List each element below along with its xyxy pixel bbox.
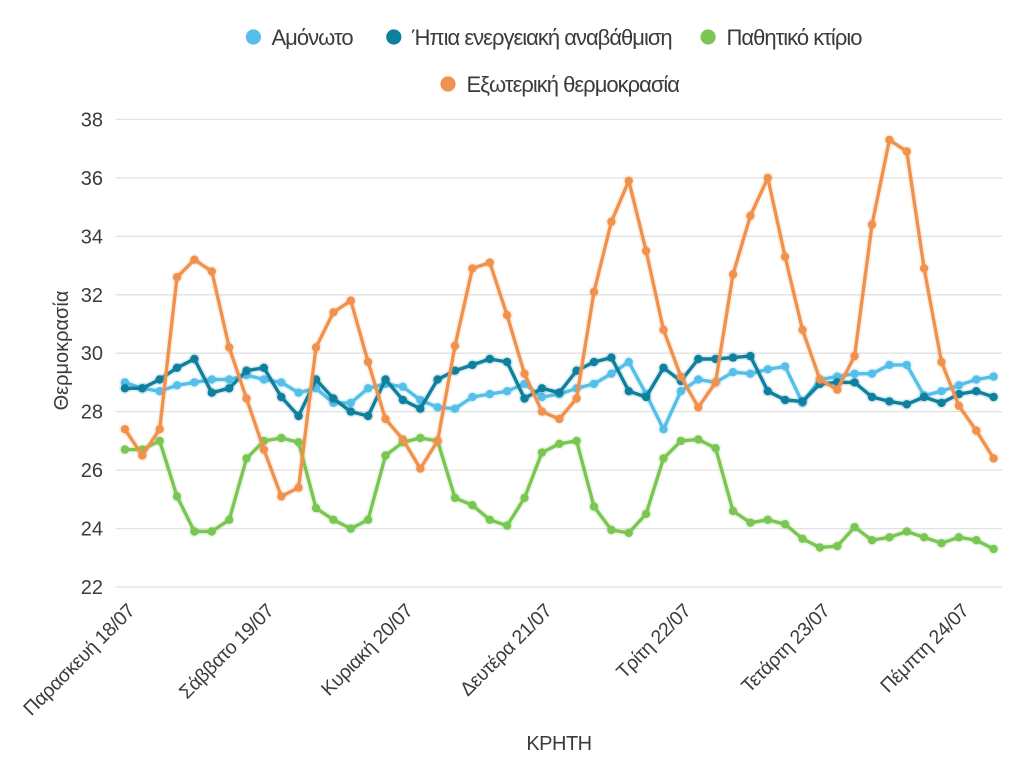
svg-text:Πέμπτη 24/07: Πέμπτη 24/07 [876,600,973,697]
svg-text:26: 26 [81,460,103,482]
svg-text:30: 30 [81,343,103,365]
svg-text:22: 22 [81,577,103,599]
svg-text:Ήπια ενεργειακή αναβάθμιση: Ήπια ενεργειακή αναβάθμιση [411,25,672,50]
svg-text:Κυριακή 20/07: Κυριακή 20/07 [317,600,417,700]
svg-text:Δευτέρα 21/07: Δευτέρα 21/07 [456,600,557,701]
svg-text:ΚΡΗΤΗ: ΚΡΗΤΗ [526,733,591,755]
svg-text:Σάββατο 19/07: Σάββατο 19/07 [175,600,278,703]
svg-text:38: 38 [81,109,103,131]
svg-text:24: 24 [81,519,103,541]
svg-text:Θερμοκρασία: Θερμοκρασία [51,291,73,411]
svg-text:Τετάρτη 23/07: Τετάρτη 23/07 [737,600,834,697]
svg-text:34: 34 [81,226,103,248]
svg-text:36: 36 [81,168,103,190]
svg-text:28: 28 [81,402,103,424]
svg-text:Παθητικό κτίριο: Παθητικό κτίριο [727,25,863,50]
svg-text:Παρασκευή 18/07: Παρασκευή 18/07 [19,600,139,720]
svg-text:Εξωτερική θερμοκρασία: Εξωτερική θερμοκρασία [467,72,681,97]
svg-text:Τρίτη 22/07: Τρίτη 22/07 [612,600,695,683]
svg-text:Αμόνωτο: Αμόνωτο [272,25,354,50]
svg-text:32: 32 [81,285,103,307]
